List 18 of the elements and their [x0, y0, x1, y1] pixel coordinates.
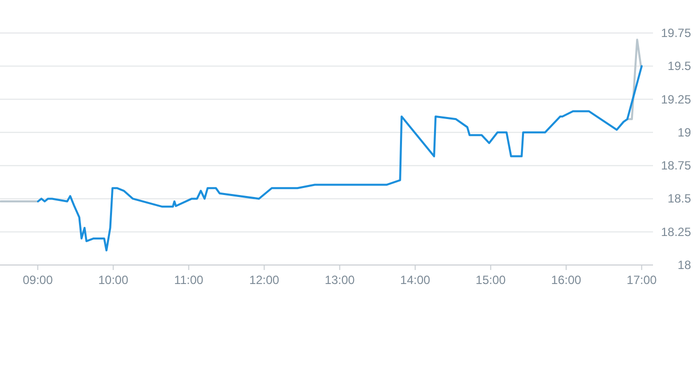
x-tick-label: 10:00 — [98, 273, 129, 287]
x-tick-label: 16:00 — [551, 273, 582, 287]
x-tick-label: 11:00 — [174, 273, 204, 287]
y-tick-label: 18.25 — [660, 224, 692, 239]
x-tick-label: 17:00 — [626, 273, 658, 287]
y-tick-label: 18.5 — [668, 192, 692, 206]
y-tick-label: 19.75 — [660, 26, 692, 40]
x-tick-label: 09:00 — [22, 273, 54, 287]
y-tick-label: 18.75 — [660, 158, 692, 173]
x-tick-label: 12:00 — [249, 273, 280, 287]
x-tick-label: 15:00 — [476, 273, 506, 287]
y-tick-label: 19 — [678, 125, 692, 140]
y-tick-label: 19.25 — [660, 92, 692, 106]
line-series — [37, 65, 643, 252]
x-tick-label: 14:00 — [400, 273, 431, 287]
x-tick-label: 13:00 — [324, 273, 356, 287]
y-tick-label: 19.5 — [668, 59, 692, 74]
y-tick-label: 18 — [678, 258, 692, 272]
